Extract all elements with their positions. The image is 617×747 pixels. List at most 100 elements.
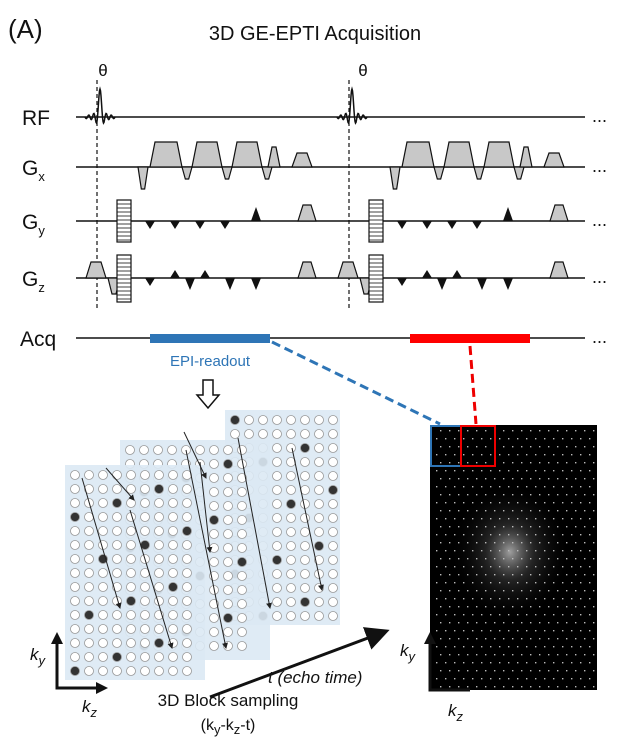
kspace-dot (467, 606, 468, 607)
sample-dot (210, 614, 219, 623)
blip (195, 221, 205, 229)
kspace-dot (485, 606, 486, 607)
sample-dot (210, 558, 219, 567)
kspace-dot (490, 454, 491, 455)
kspace-dot (562, 646, 563, 647)
kspace-dot (481, 518, 482, 519)
sample-dot (301, 556, 310, 565)
sample-dot (315, 584, 324, 593)
kspace-dot (553, 582, 554, 583)
kspace-dot (458, 590, 459, 591)
kspace-dot (526, 630, 527, 631)
sample-dot (85, 639, 94, 648)
kspace-dot (485, 638, 486, 639)
sample-dot (245, 416, 254, 425)
kspace-dot (494, 494, 495, 495)
kspace-dot (445, 566, 446, 567)
kspace-dot (571, 454, 572, 455)
kspace-dot (526, 454, 527, 455)
gradient-lobe (520, 147, 532, 167)
kspace-dot (454, 630, 455, 631)
kspace-dot (436, 534, 437, 535)
kspace-dot (557, 638, 558, 639)
kspace-dot (499, 614, 500, 615)
kspace-dot (589, 454, 590, 455)
sample-dot (71, 527, 80, 536)
kspace-dot (476, 526, 477, 527)
sample-dot (301, 430, 310, 439)
kspace-dot (476, 654, 477, 655)
blip (422, 270, 432, 278)
kspace-dot (467, 542, 468, 543)
kspace-dot (575, 606, 576, 607)
sample-dot (169, 513, 178, 522)
kspace-dot (481, 454, 482, 455)
sample-dot (329, 528, 338, 537)
kspace-dot (530, 510, 531, 511)
kspace-dot (539, 462, 540, 463)
kspace-dot (553, 454, 554, 455)
kspace-dot (580, 470, 581, 471)
kspace-dot (490, 534, 491, 535)
kspace-dot (593, 638, 594, 639)
kspace-dot (575, 558, 576, 559)
kspace-dot (508, 582, 509, 583)
kspace-dot (562, 550, 563, 551)
blip (170, 270, 180, 278)
gradient-lobe (474, 167, 484, 179)
kspace-dot (463, 582, 464, 583)
kspace-dot (571, 438, 572, 439)
acq-window (410, 334, 530, 343)
kspace-dot (436, 598, 437, 599)
kspace-dot (535, 678, 536, 679)
kspace-dot (485, 510, 486, 511)
kspace-dot (476, 686, 477, 687)
kspace-dot (512, 638, 513, 639)
blip (170, 221, 180, 229)
kspace-dot (512, 670, 513, 671)
kspace-dot (530, 430, 531, 431)
kspace-dot (499, 598, 500, 599)
kspace-dot (436, 678, 437, 679)
sample-dot (287, 556, 296, 565)
kspace-dot (458, 638, 459, 639)
sample-dot (155, 485, 164, 494)
sample-dot (231, 416, 240, 425)
kspace-dot (445, 550, 446, 551)
kspace-dot (548, 478, 549, 479)
blip (200, 270, 210, 278)
kspace-dot (526, 550, 527, 551)
sample-dot (99, 499, 108, 508)
sample-dot (329, 486, 338, 495)
kspace-dot (517, 550, 518, 551)
blip (251, 207, 261, 221)
kspace-dot (530, 606, 531, 607)
kspace-dot (449, 686, 450, 687)
kspace-dot (503, 574, 504, 575)
row-label: RF (22, 107, 50, 130)
kspace-dot (562, 678, 563, 679)
kspace-dot (593, 462, 594, 463)
kspace-dot (593, 686, 594, 687)
sample-dot (113, 625, 122, 634)
kspace-dot (508, 550, 509, 551)
kspace-dot (521, 590, 522, 591)
sample-dot (238, 488, 247, 497)
sample-dot (259, 416, 268, 425)
kspace-dot (593, 542, 594, 543)
kspace-dot (562, 438, 563, 439)
kspace-dot (490, 662, 491, 663)
kspace-dot (467, 462, 468, 463)
sample-dot (301, 528, 310, 537)
kspace-dot (566, 574, 567, 575)
gradient-lobe (262, 167, 272, 179)
kspace-dot (517, 614, 518, 615)
sample-dot (183, 597, 192, 606)
kspace-dot (445, 630, 446, 631)
kspace-dot (571, 582, 572, 583)
gradient-lobe (86, 262, 106, 278)
sample-dot (155, 513, 164, 522)
kspace-dot (539, 446, 540, 447)
kspace-dot (476, 542, 477, 543)
kspace-dot (508, 438, 509, 439)
